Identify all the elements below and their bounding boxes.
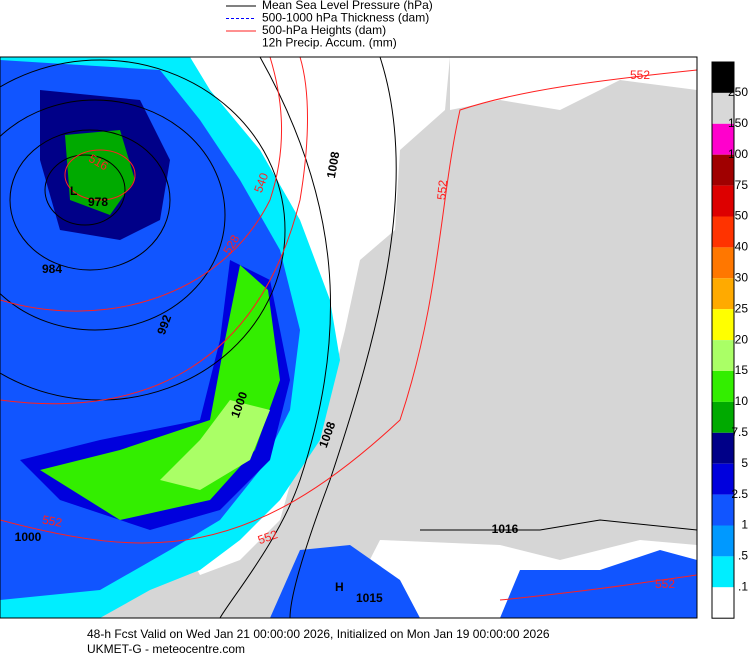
colorbar-segment bbox=[712, 432, 734, 464]
legend-label: 12h Precip. Accum. (mm) bbox=[262, 36, 397, 50]
colorbar-segment bbox=[712, 401, 734, 433]
pressure-center-value: 978 bbox=[88, 195, 108, 209]
isobar bbox=[289, 56, 397, 619]
isobar bbox=[44, 154, 126, 226]
colorbar-segment bbox=[712, 154, 734, 186]
colorbar-segment bbox=[712, 463, 734, 495]
colorbar-label: 7.5 bbox=[731, 425, 748, 439]
colorbar-label: 10 bbox=[735, 394, 749, 408]
colorbar-label: 75 bbox=[735, 178, 749, 192]
precip bbox=[270, 545, 420, 618]
colorbar-segment bbox=[712, 340, 734, 371]
legend-label: Mean Sea Level Pressure (hPa) bbox=[262, 0, 433, 12]
legend-label: 500-1000 hPa Thickness (dam) bbox=[262, 11, 429, 25]
isobar bbox=[420, 519, 698, 531]
precip bbox=[65, 130, 135, 215]
isobar-label: 984 bbox=[42, 262, 62, 276]
colorbar-segment bbox=[712, 62, 734, 93]
heights bbox=[0, 56, 698, 601]
isobars bbox=[0, 56, 698, 619]
pressure-center-letter: H bbox=[335, 580, 344, 594]
footer-line: UKMET-G - meteocentre.com bbox=[87, 642, 245, 655]
pressure-center-letter: L bbox=[70, 184, 77, 198]
colorbar-label: .1 bbox=[738, 579, 748, 593]
colorbar-label: 25 bbox=[735, 301, 749, 315]
height-label: 552 bbox=[655, 577, 675, 591]
height-contour bbox=[0, 69, 698, 544]
colorbar-segment bbox=[712, 216, 734, 248]
map-frame bbox=[0, 56, 698, 619]
height-label: 552 bbox=[256, 527, 280, 547]
colorbar: 250 150 100 75 50 40 30 25 20 15 10 7.5 5 2.5 1 .5 .1 bbox=[711, 61, 749, 619]
map: L978H10151008984992100010081016100051652… bbox=[0, 56, 698, 619]
precip bbox=[160, 400, 270, 490]
isobar-label: 1016 bbox=[492, 522, 519, 536]
height-label: 552 bbox=[41, 513, 63, 530]
colorbar-segment bbox=[712, 92, 734, 124]
colorbar-label: 5 bbox=[741, 456, 748, 470]
height-contour bbox=[64, 149, 136, 201]
colorbar-label: 30 bbox=[735, 270, 749, 284]
colorbar-segment bbox=[712, 185, 734, 217]
height-contour bbox=[0, 56, 282, 312]
height-label: 552 bbox=[630, 68, 650, 82]
colorbar-label: 20 bbox=[735, 332, 749, 346]
colorbar-label: 150 bbox=[728, 116, 748, 130]
colorbar-segment bbox=[712, 587, 734, 619]
precip bbox=[500, 550, 697, 618]
sea bbox=[450, 57, 697, 110]
colorbar-label: 40 bbox=[735, 240, 749, 254]
height-contour bbox=[0, 56, 308, 405]
colorbar-segment bbox=[712, 371, 734, 402]
colorbar-segment bbox=[712, 556, 734, 588]
colorbar-label: 2.5 bbox=[731, 487, 748, 501]
height-label: 540 bbox=[251, 171, 271, 195]
colorbar-segment bbox=[712, 494, 734, 526]
colorbar-segment bbox=[712, 278, 734, 310]
colorbar-segment bbox=[712, 309, 734, 341]
isobar-label: 1000 bbox=[15, 530, 42, 544]
isobar bbox=[0, 99, 226, 331]
isobar-label: 1008 bbox=[324, 150, 342, 179]
colorbar-segment bbox=[712, 525, 734, 557]
isobar bbox=[219, 56, 332, 619]
isobar-label: 992 bbox=[154, 313, 174, 337]
legend-label: 500-hPa Heights (dam) bbox=[262, 23, 386, 37]
legend: Mean Sea Level Pressure (hPa)500-1000 hP… bbox=[226, 0, 433, 50]
footer-line: 48-h Fcst Valid on Wed Jan 21 00:00:00 2… bbox=[87, 627, 550, 641]
colorbar-label: 100 bbox=[728, 147, 748, 161]
colorbar-label: 250 bbox=[728, 85, 748, 99]
colorbar-label: 15 bbox=[735, 363, 749, 377]
colorbar-label: .5 bbox=[738, 549, 748, 563]
colorbar-segment bbox=[712, 123, 734, 155]
isobar bbox=[9, 129, 171, 271]
pressure-center-value: 1015 bbox=[356, 591, 383, 605]
colorbar-label: 1 bbox=[741, 518, 748, 532]
height-contour bbox=[499, 574, 698, 601]
colorbar-label: 50 bbox=[735, 209, 749, 223]
colorbar-segment bbox=[712, 247, 734, 279]
colorbar-frame bbox=[711, 61, 735, 619]
map-labels: L978H10151008984992100010081016100051652… bbox=[15, 68, 676, 605]
height-label: 552 bbox=[434, 179, 450, 200]
